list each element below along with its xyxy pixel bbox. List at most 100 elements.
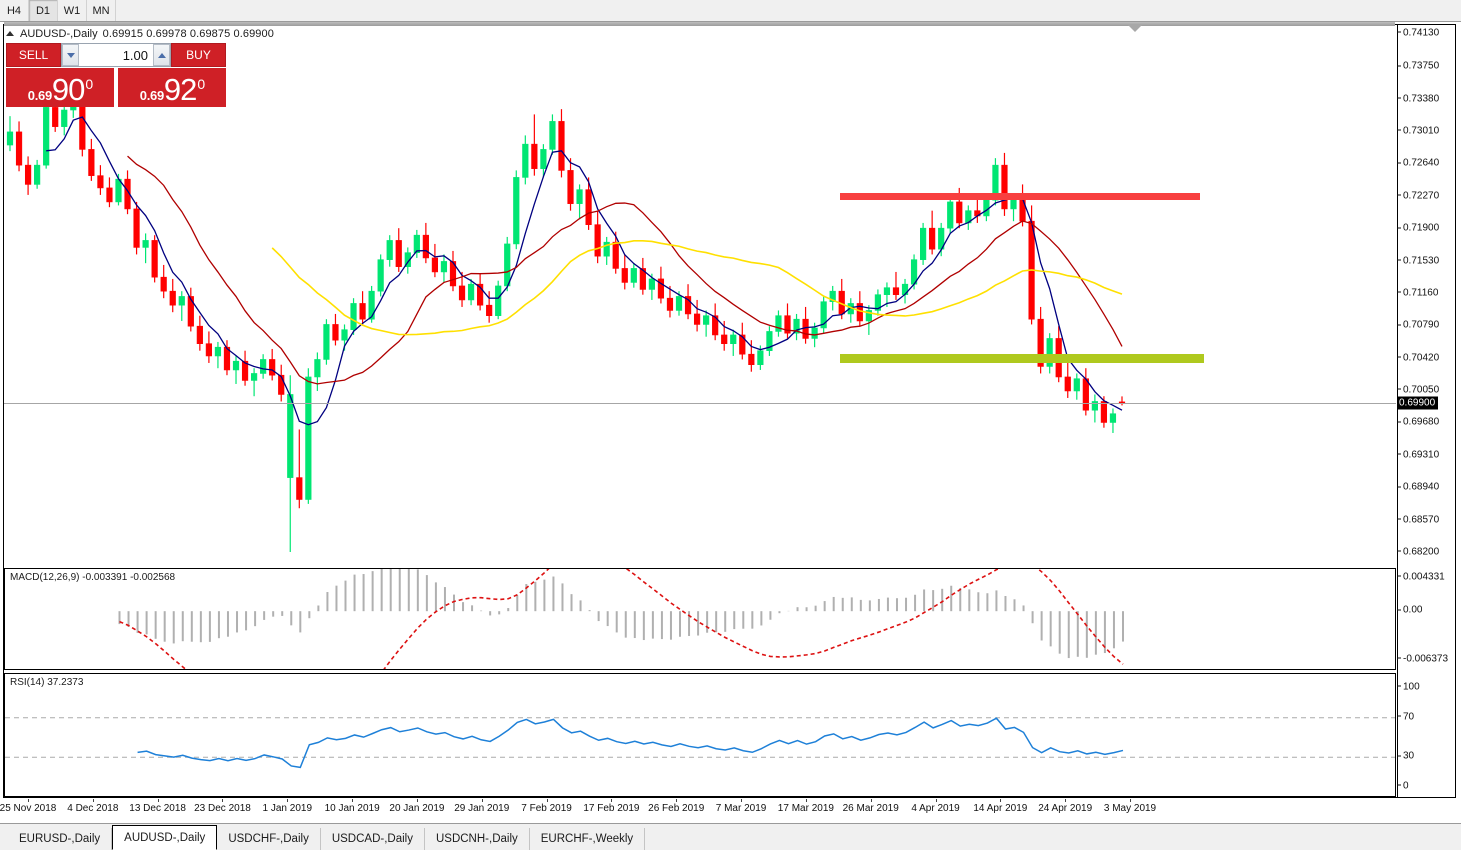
chart-tab[interactable]: USDCAD-,Daily bbox=[320, 828, 425, 850]
date-tick-mark bbox=[92, 799, 94, 802]
resistance-line[interactable] bbox=[840, 192, 1200, 200]
price-axis-tick: 0.68940 bbox=[1397, 482, 1439, 493]
macd-panel[interactable]: MACD(12,26,9) -0.003391 -0.002568 bbox=[4, 568, 1396, 670]
chart-scroll-marker-icon[interactable] bbox=[1128, 25, 1142, 32]
chart-tab[interactable]: EURCHF-,Weekly bbox=[529, 828, 646, 850]
chart-scroll-strip[interactable] bbox=[4, 22, 1395, 26]
sell-price-big: 90 bbox=[51, 72, 85, 107]
date-axis-tick: 10 Jan 2019 bbox=[324, 803, 380, 814]
price-axis-line bbox=[1397, 25, 1398, 797]
price-candles-layer bbox=[6, 86, 1126, 552]
price-panel[interactable] bbox=[4, 25, 1396, 566]
chevron-down-icon bbox=[66, 52, 75, 58]
chart-tabbar: EURUSD-,Daily AUDUSD-,Daily USDCHF-,Daily U… bbox=[0, 823, 1461, 850]
rsi-panel[interactable]: RSI(14) 37.2373 bbox=[4, 673, 1396, 797]
chart-tab[interactable]: USDCHF-,Daily bbox=[217, 828, 321, 850]
date-tick-mark bbox=[1065, 799, 1067, 802]
buy-price-prefix: 0.69 bbox=[139, 88, 164, 103]
current-price-marker: 0.69900 bbox=[1397, 396, 1439, 410]
date-tick-mark bbox=[352, 799, 354, 802]
date-axis-tick: 14 Apr 2019 bbox=[973, 803, 1028, 814]
chart-tab[interactable]: USDCNH-,Daily bbox=[424, 828, 530, 850]
timeframe-label: W1 bbox=[63, 4, 81, 17]
date-axis-tick: 4 Apr 2019 bbox=[911, 803, 960, 814]
macd-axis-tick: 0.004331 bbox=[1397, 572, 1445, 583]
chevron-up-icon bbox=[157, 52, 166, 58]
rsi-axis-tick: 70 bbox=[1397, 711, 1414, 722]
sell-price-fraction: 0 bbox=[85, 76, 94, 92]
sell-button[interactable]: SELL bbox=[6, 43, 61, 67]
date-tick-mark bbox=[870, 799, 872, 802]
date-axis-tick: 3 May 2019 bbox=[1103, 803, 1157, 814]
date-axis-tick: 7 Mar 2019 bbox=[715, 803, 767, 814]
timeframe-label: H4 bbox=[6, 4, 22, 17]
chart-ohlc-values: 0.69915 0.69978 0.69875 0.69900 bbox=[102, 27, 274, 40]
date-tick-mark bbox=[157, 799, 159, 802]
date-tick-mark bbox=[222, 799, 224, 802]
date-axis-tick: 7 Feb 2019 bbox=[521, 803, 572, 814]
price-axis-tick: 0.70790 bbox=[1397, 320, 1439, 331]
date-tick-mark bbox=[1000, 799, 1002, 802]
chart-tab[interactable]: AUDUSD-,Daily bbox=[112, 825, 218, 850]
price-axis-tick: 0.72640 bbox=[1397, 158, 1439, 169]
timeframe-button-w1[interactable]: W1 bbox=[58, 0, 87, 21]
volume-decrement-button[interactable] bbox=[62, 44, 79, 66]
buy-price-box[interactable]: 0.69 92 0 bbox=[118, 68, 226, 107]
macd-plot-layer bbox=[118, 569, 1124, 669]
macd-axis-tick: 0.00 bbox=[1397, 605, 1422, 616]
price-axis-tick: 0.71900 bbox=[1397, 223, 1439, 234]
date-tick-mark bbox=[741, 799, 743, 802]
date-tick-mark bbox=[611, 799, 613, 802]
date-axis-tick: 20 Jan 2019 bbox=[389, 803, 445, 814]
support-line[interactable] bbox=[840, 353, 1204, 363]
date-axis-tick: 17 Feb 2019 bbox=[583, 803, 640, 814]
price-axis-tick: 0.73750 bbox=[1397, 61, 1439, 72]
volume-input[interactable]: 1.00 bbox=[79, 44, 153, 66]
volume-stepper[interactable]: 1.00 bbox=[61, 43, 171, 67]
sell-price-box[interactable]: 0.69 90 0 bbox=[6, 68, 114, 107]
volume-increment-button[interactable] bbox=[153, 44, 170, 66]
date-tick-mark bbox=[546, 799, 548, 802]
date-tick-mark bbox=[287, 799, 289, 802]
macd-label: MACD(12,26,9) -0.003391 -0.002568 bbox=[10, 572, 176, 583]
rsi-axis-tick: 30 bbox=[1397, 751, 1414, 762]
rsi-axis-tick: 100 bbox=[1397, 682, 1420, 693]
timeframe-button-d1[interactable]: D1 bbox=[29, 0, 58, 21]
sell-price-prefix: 0.69 bbox=[27, 88, 52, 103]
price-axis-tick: 0.73010 bbox=[1397, 126, 1439, 137]
timeframe-toolbar: H4 D1 W1 MN bbox=[0, 0, 1461, 22]
timeframe-button-mn[interactable]: MN bbox=[87, 0, 116, 21]
date-axis-tick: 1 Jan 2019 bbox=[262, 803, 313, 814]
price-axis-tick: 0.68200 bbox=[1397, 547, 1439, 558]
date-axis-tick: 29 Jan 2019 bbox=[454, 803, 510, 814]
buy-price-big: 92 bbox=[163, 72, 197, 107]
price-axis[interactable]: 0.74130 0.73750 0.73380 0.73010 0.72640 0.722… bbox=[1397, 25, 1456, 797]
buy-button[interactable]: BUY bbox=[171, 43, 226, 67]
price-axis-tick: 0.70420 bbox=[1397, 352, 1439, 363]
date-tick-mark bbox=[481, 799, 483, 802]
timeframe-label: D1 bbox=[35, 4, 51, 17]
date-tick-mark bbox=[1130, 799, 1131, 802]
buy-label: BUY bbox=[186, 48, 211, 62]
chart-tab[interactable]: EURUSD-,Daily bbox=[8, 828, 113, 850]
price-axis-tick: 0.73380 bbox=[1397, 93, 1439, 104]
chart-symbol-label: AUDUSD-,Daily bbox=[20, 27, 98, 40]
date-tick-mark bbox=[935, 799, 937, 802]
collapse-triangle-icon[interactable] bbox=[6, 31, 14, 36]
date-axis-tick: 26 Mar 2019 bbox=[842, 803, 899, 814]
rsi-label: RSI(14) 37.2373 bbox=[10, 677, 84, 688]
sell-label: SELL bbox=[18, 48, 49, 62]
price-axis-tick: 0.69680 bbox=[1397, 417, 1439, 428]
date-axis-tick: 13 Dec 2018 bbox=[129, 803, 186, 814]
date-tick-mark bbox=[416, 799, 418, 802]
date-axis[interactable]: 25 Nov 2018 4 Dec 2018 13 Dec 2018 23 Dec 2… bbox=[0, 799, 1396, 819]
rsi-plot-layer bbox=[5, 717, 1395, 769]
price-axis-tick: 0.74130 bbox=[1397, 28, 1439, 39]
date-axis-tick: 24 Apr 2019 bbox=[1038, 803, 1093, 814]
price-axis-tick: 0.71160 bbox=[1397, 287, 1438, 298]
timeframe-label: MN bbox=[92, 4, 110, 17]
chart-header: AUDUSD-,Daily 0.69915 0.69978 0.69875 0.… bbox=[6, 27, 274, 40]
price-axis-tick: 0.72270 bbox=[1397, 190, 1439, 201]
timeframe-button-h4[interactable]: H4 bbox=[0, 0, 29, 21]
